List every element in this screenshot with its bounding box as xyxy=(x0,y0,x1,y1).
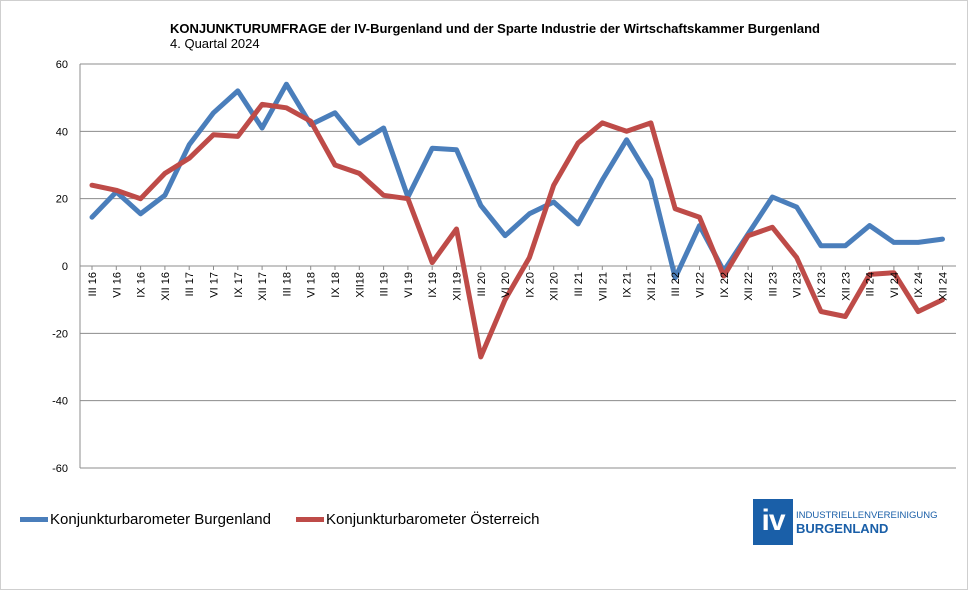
x-tick-label: XII 17 xyxy=(257,272,269,301)
iv-logo-line2: BURGENLAND xyxy=(796,521,889,536)
legend-item-oesterreich: Konjunkturbarometer Österreich xyxy=(296,511,539,528)
y-tick-label: 40 xyxy=(56,126,68,138)
x-tick-label: VI 16 xyxy=(111,272,123,298)
x-tick-label: III 20 xyxy=(476,272,488,296)
x-tick-label: VI 22 xyxy=(695,272,707,298)
x-tick-label: III 24 xyxy=(865,272,877,296)
x-tick-label: IX 16 xyxy=(136,272,148,298)
legend-swatch-burgenland xyxy=(20,517,48,522)
x-tick-label: III 18 xyxy=(281,272,293,296)
legend-item-burgenland: Konjunkturbarometer Burgenland xyxy=(20,511,271,528)
x-tick-label: IX 22 xyxy=(719,272,731,298)
x-tick-label: XII 19 xyxy=(452,272,464,301)
chart-subtitle: 4. Quartal 2024 xyxy=(170,36,260,51)
y-tick-label: -20 xyxy=(52,328,68,340)
x-tick-label: IX 21 xyxy=(622,272,634,298)
x-tick-label: III 23 xyxy=(767,272,779,296)
x-tick-label: XII 23 xyxy=(840,272,852,301)
x-tick-label: IX 19 xyxy=(427,272,439,298)
legend-label-oesterreich: Konjunkturbarometer Österreich xyxy=(326,511,540,528)
x-tick-label: XII 21 xyxy=(646,272,658,301)
x-tick-label: III 19 xyxy=(379,272,391,296)
x-tick-label: XII 20 xyxy=(549,272,561,301)
y-tick-label: 60 xyxy=(56,59,68,71)
series-line-burgenland xyxy=(89,81,945,281)
y-tick-label: -40 xyxy=(52,396,68,408)
x-tick-label: XII 22 xyxy=(743,272,755,301)
x-tick-label: VI 20 xyxy=(500,272,512,298)
x-tick-label: XII 24 xyxy=(938,272,950,301)
x-tick-label: VII 21 xyxy=(597,272,609,301)
x-tick-label: III 21 xyxy=(573,272,585,296)
x-tick-label: IX 17 xyxy=(233,272,245,298)
legend-label-burgenland: Konjunkturbarometer Burgenland xyxy=(50,511,271,528)
x-tick-label: XII18 xyxy=(354,272,366,298)
x-tick-label: IX 18 xyxy=(330,272,342,298)
iv-logo: iv INDUSTRIELLENVEREINIGUNG BURGENLAND xyxy=(753,499,937,545)
x-tick-label: III 22 xyxy=(670,272,682,296)
y-tick-label: 20 xyxy=(56,194,68,206)
y-tick-label: -60 xyxy=(52,463,68,475)
x-tick-label: VI 17 xyxy=(209,272,221,298)
y-tick-label: 0 xyxy=(62,261,68,273)
x-tick-label: III 17 xyxy=(184,272,196,296)
x-tick-label: VI 24 xyxy=(889,272,901,298)
x-tick-label: XII 16 xyxy=(160,272,172,301)
x-tick-label: VI 19 xyxy=(403,272,415,298)
x-tick-label: IX 20 xyxy=(524,272,536,298)
chart-title: KONJUNKTURUMFRAGE der IV-Burgenland und … xyxy=(170,21,820,36)
iv-logo-line1: INDUSTRIELLENVEREINIGUNG xyxy=(796,510,938,521)
series-line-oesterreich xyxy=(89,101,945,360)
x-tick-label: VI 23 xyxy=(792,272,804,298)
x-tick-label: VI 18 xyxy=(306,272,318,298)
legend-swatch-oesterreich xyxy=(296,517,324,522)
x-tick-label: IX 23 xyxy=(816,272,828,298)
x-tick-label: III 16 xyxy=(87,272,99,296)
iv-logo-mark: iv xyxy=(753,499,793,545)
x-tick-label: IX 24 xyxy=(913,272,925,298)
